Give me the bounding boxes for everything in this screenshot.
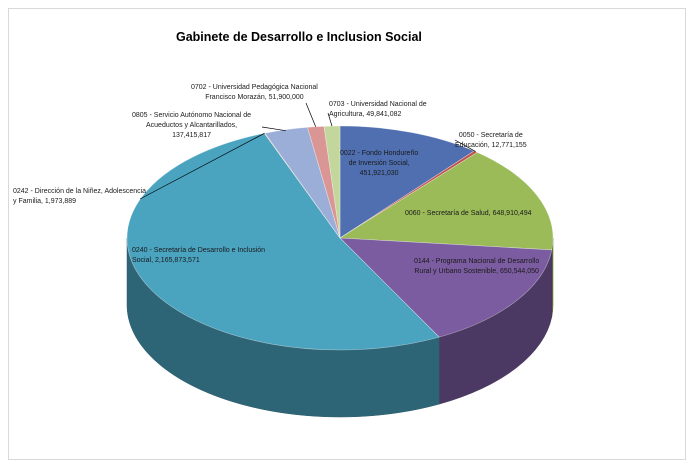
leader-line-0702	[305, 102, 317, 127]
slice-0240	[126, 132, 440, 351]
slice-label-0144: 0144 - Programa Nacional de Desarrollo R…	[414, 258, 540, 275]
slice-label-0805: 0805 - Servicio Autónomo Nacional de Acu…	[132, 112, 252, 139]
slice-label-0703: 0703 - Universidad Nacional de Agricultu…	[329, 101, 427, 118]
slice-label-0240: 0240 - Secretaría de Desarrollo e Inclus…	[132, 247, 266, 264]
slice-label-0050: 0050 - Secretaría de Educación, 12,771,1…	[455, 132, 527, 149]
slice-label-0702: 0702 - Universidad Pedagógica Nacional F…	[191, 84, 318, 101]
pie-layer	[126, 125, 554, 418]
slice-label-0242: 0242 - Dirección de la Niñez, Adolescenc…	[13, 188, 147, 205]
slice-0022	[339, 125, 475, 239]
leader-line-0703	[327, 112, 333, 127]
leader-line-0805	[261, 126, 286, 132]
leader-line-0242	[139, 132, 265, 200]
slice-label-0060: 0060 - Secretaría de Salud, 648,910,494	[405, 210, 532, 217]
leader-line-0050	[454, 139, 476, 152]
slice-0060	[339, 152, 554, 251]
leader-lines	[139, 102, 476, 200]
slice-0144	[339, 237, 553, 338]
slice-label-0022: 0022 - Fondo Hondureño de Inversión Soci…	[340, 150, 419, 177]
chart-title: Gabinete de Desarrollo e Inclusion Socia…	[176, 30, 422, 44]
